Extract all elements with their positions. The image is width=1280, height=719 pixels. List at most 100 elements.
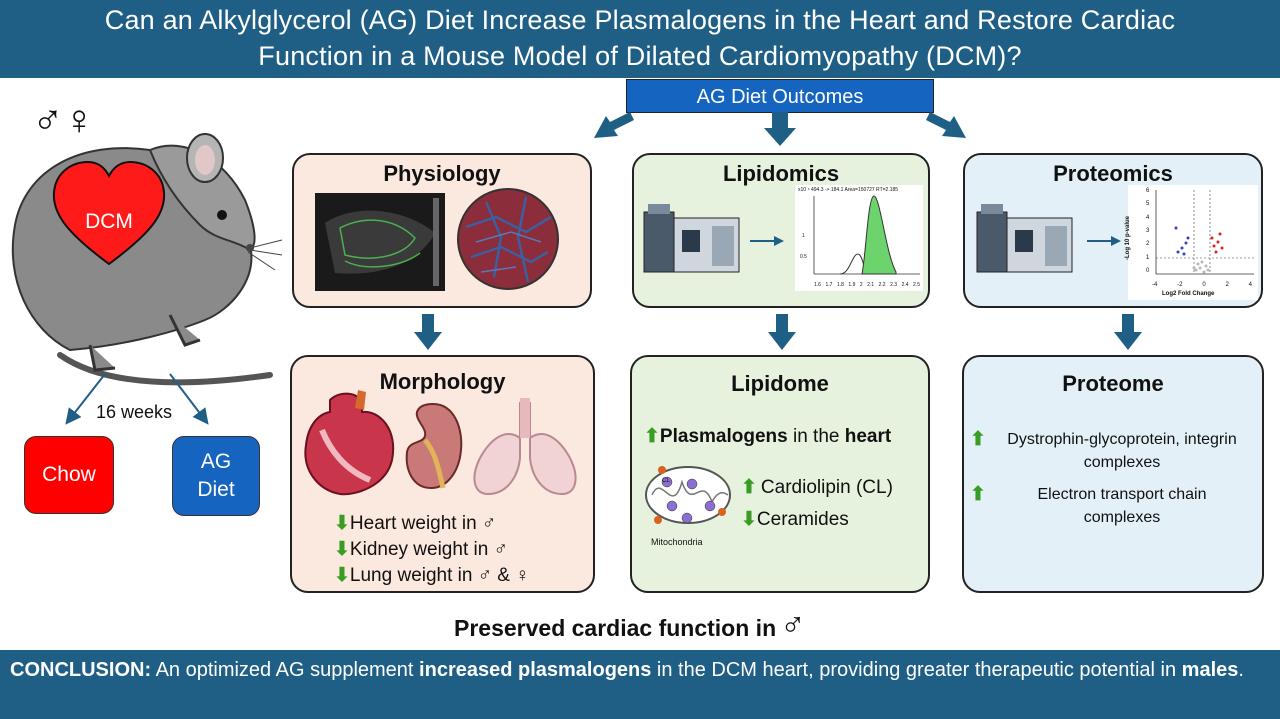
volcano-card: [1128, 185, 1258, 300]
title-line-2: Function in a Mouse Model of Dilated Car…: [258, 41, 1022, 71]
chromatogram-x-tick: 2.4: [901, 282, 909, 288]
chromatogram-x-tick: 2.3: [890, 282, 898, 288]
volcano-y-tick: 4: [1146, 214, 1150, 221]
conclusion-bold2: males: [1181, 659, 1239, 681]
heart-organ-icon: [304, 390, 395, 496]
down-arrow-icon: ⬇: [334, 513, 350, 534]
proteome-panel: Proteome: [962, 355, 1264, 593]
morphology-item-text: Heart weight in ♂: [349, 513, 497, 534]
chromatogram-x-tick: 1.8: [836, 282, 844, 288]
plasmalogens-line: ⬆Plasmalogens in the heart: [644, 425, 891, 448]
mass-spectrometer-icon: [976, 204, 1073, 273]
split-arrows: [65, 373, 209, 425]
chromatogram-x-tick: 2.5: [913, 282, 920, 288]
volcano-y-tick: 1: [1146, 254, 1150, 261]
echocardiogram-image: [315, 193, 445, 291]
preserved-text: Preserved cardiac function in: [454, 615, 777, 641]
down-arrow-icon: ⬇: [334, 539, 350, 560]
morphology-item-kidney: ⬇Kidney weight in ♂: [334, 538, 508, 561]
chromatogram-x-tick: 1.7: [825, 282, 833, 288]
chromatogram-card: [795, 185, 923, 291]
arrow-icon: [1087, 236, 1121, 246]
chromatogram-x-tick: 2.2: [878, 282, 886, 288]
proteomics-title: Proteomics: [1053, 161, 1173, 186]
chow-group-box: Chow: [24, 436, 114, 514]
chow-label: Chow: [42, 463, 96, 486]
proteome-item-1: ⬆ Dystrophin-glycoprotein, integrin comp…: [970, 428, 1260, 474]
title-line-1: Can an Alkylglycerol (AG) Diet Increase …: [104, 5, 1176, 35]
volcano-y-tick: 6: [1146, 188, 1150, 194]
histology-image: [457, 188, 559, 290]
lipidome-title: Lipidome: [731, 371, 829, 396]
morphology-item-heart: ⬇Heart weight in ♂: [334, 512, 496, 535]
mitochondria-label: Mitochondria: [651, 537, 703, 547]
volcano-y-tick: 2: [1146, 241, 1150, 248]
chromatogram-plot: [813, 195, 920, 275]
volcano-y-tick: 0: [1146, 267, 1150, 274]
lipidomics-title: Lipidomics: [722, 161, 840, 186]
mitochondria-icon: [645, 466, 731, 524]
heart-icon: [52, 160, 166, 266]
cardiolipin-text: Cardiolipin (CL): [760, 477, 893, 498]
chromatogram-x-ticks: 1.6 1.7 1.8 1.9 2 2.1 2.2 2.3 2.4 2.5: [814, 282, 920, 288]
chromatogram-x-tick: 1.6: [814, 282, 821, 288]
morphology-item-text: Lung weight in ♂ & ♀: [349, 565, 530, 586]
conclusion-label: CONCLUSION:: [10, 659, 152, 681]
volcano-y-tick: 5: [1146, 201, 1150, 208]
volcano-x-ticks: -4 -2 0 2 4: [1152, 282, 1252, 288]
volcano-x-tick: 0: [1202, 282, 1206, 288]
physiology-title: Physiology: [383, 161, 501, 186]
proteome-title: Proteome: [1062, 371, 1164, 396]
chromatogram-x-tick: 2: [859, 282, 863, 288]
volcano-x-tick: -4: [1152, 282, 1158, 288]
conclusion-part1: An optimized AG supplement: [151, 659, 420, 681]
ceramides-text: Ceramides: [756, 509, 849, 530]
volcano-y-tick: 3: [1146, 227, 1150, 234]
morphology-item-text: Kidney weight in ♂: [349, 539, 508, 560]
proteome-item-2-line2: complexes: [1083, 509, 1161, 526]
ceramides-line: ⬇Ceramides: [741, 508, 849, 531]
chromatogram-x-tick: 2.1: [867, 282, 875, 288]
proteome-item-2: ⬆ Electron transport chain complexes: [970, 483, 1260, 529]
arrow-icon: [750, 236, 784, 246]
heart-label: DCM: [85, 210, 133, 233]
morphology-item-lung: ⬇Lung weight in ♂ & ♀: [334, 564, 529, 587]
proteome-item-1-line1: Dystrophin-glycoprotein, integrin: [1007, 431, 1237, 448]
cardiolipin-line: ⬆ Cardiolipin (CL): [741, 476, 893, 499]
ag-diet-outcomes-header: AG Diet Outcomes: [626, 79, 934, 113]
conclusion-part2: in the DCM heart, providing greater ther…: [651, 659, 1182, 681]
volcano-y-ticks: 0 1 2 3 4 5 6: [1146, 188, 1149, 274]
volcano-y-label: -Log 10 p-value: [1125, 215, 1132, 261]
conclusion-banner: CONCLUSION: An optimized AG supplement i…: [0, 650, 1280, 719]
male-symbol: ♂: [780, 606, 806, 644]
conclusion-part3: .: [1238, 659, 1244, 681]
cl-label: CL: [662, 478, 670, 484]
up-arrow-icon: ⬆: [741, 477, 757, 498]
down-arrow-icon: [414, 314, 442, 350]
volcano-x-tick: 4: [1248, 282, 1252, 288]
plasmalogens-text: Plasmalogens: [659, 426, 788, 447]
volcano-x-tick: 2: [1225, 282, 1229, 288]
ag-label-line2: Diet: [197, 478, 235, 501]
volcano-x-label: Log2 Fold Change: [1162, 291, 1215, 297]
down-arrow-icon: ⬇: [334, 565, 350, 586]
proteome-item-2-line1: Electron transport chain: [1037, 486, 1207, 503]
proteome-item-1-line2: complexes: [1083, 454, 1161, 471]
chromatogram-y-tick-0.5: 0.5: [800, 254, 807, 260]
down-arrow-icon: [1114, 314, 1142, 350]
plasmalogens-mid: in the: [787, 426, 845, 447]
ag-diet-group-box: AG Diet: [172, 436, 260, 516]
morphology-title: Morphology: [379, 369, 506, 394]
up-arrow-icon: ⬆: [644, 426, 660, 447]
heart-text: heart: [844, 426, 892, 447]
sex-symbols: ♂♀: [32, 96, 95, 143]
chromatogram-y-tick-1: 1: [802, 233, 805, 239]
duration-label: 16 weeks: [96, 402, 173, 422]
conclusion-bold1: increased plasmalogens: [419, 659, 652, 681]
outcome-arrows: [594, 112, 966, 146]
volcano-x-tick: -2: [1177, 282, 1183, 288]
volcano-plot: [1155, 190, 1254, 275]
preserved-statement: Preserved cardiac function in ♂: [454, 606, 806, 645]
chromatogram-x-tick: 1.9: [848, 282, 856, 288]
down-arrow-icon: [768, 314, 796, 350]
